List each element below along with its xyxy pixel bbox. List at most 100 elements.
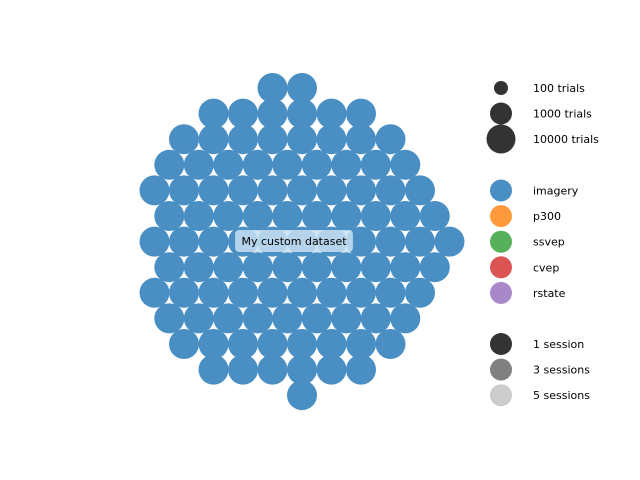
dataset-dot bbox=[198, 329, 229, 359]
dataset-dot bbox=[257, 277, 288, 308]
legend-label-paradigm: p300 bbox=[533, 210, 561, 223]
dataset-dot bbox=[228, 98, 258, 129]
legend-label-session: 1 session bbox=[533, 338, 584, 351]
dataset-dot bbox=[242, 149, 273, 180]
dataset-dot bbox=[405, 277, 435, 308]
dataset-dot bbox=[287, 329, 317, 359]
legend-label-paradigm: ssvep bbox=[533, 236, 565, 249]
dataset-dot bbox=[198, 354, 229, 385]
dataset-dot bbox=[287, 73, 317, 103]
dataset-dot bbox=[169, 175, 199, 206]
dataset-dot bbox=[228, 329, 258, 359]
dataset-label-group: My custom dataset bbox=[235, 230, 353, 252]
dataset-dot bbox=[198, 124, 229, 155]
dataset-dot bbox=[169, 226, 199, 257]
dataset-dot bbox=[331, 252, 362, 283]
legend-marker-paradigm bbox=[490, 205, 512, 228]
dataset-dot bbox=[346, 226, 376, 257]
legend-label-paradigm: rstate bbox=[533, 287, 566, 300]
legend-label-paradigm: imagery bbox=[533, 185, 579, 198]
dataset-dot bbox=[346, 277, 376, 308]
dataset-dot bbox=[213, 252, 244, 283]
dataset-dot bbox=[301, 201, 332, 231]
dataset-dot bbox=[183, 149, 214, 180]
dataset-dot bbox=[257, 73, 288, 103]
dataset-dot bbox=[139, 226, 170, 257]
legend-marker-size bbox=[486, 124, 516, 154]
legend-label-size: 100 trials bbox=[533, 82, 585, 95]
dataset-dot bbox=[346, 175, 376, 206]
dataset-dot bbox=[183, 252, 214, 283]
dataset-dot bbox=[316, 98, 347, 129]
legend-marker-session bbox=[490, 384, 512, 407]
dataset-dot bbox=[301, 303, 332, 334]
dataset-dot bbox=[287, 124, 317, 155]
dataset-dot bbox=[419, 201, 450, 231]
dataset-dot bbox=[154, 252, 185, 283]
dataset-dot bbox=[375, 175, 406, 206]
dataset-dot bbox=[375, 124, 406, 155]
legend-marker-paradigm bbox=[490, 179, 512, 202]
dataset-dot bbox=[405, 175, 435, 206]
dataset-dot bbox=[257, 175, 288, 206]
dataset-dot bbox=[390, 149, 421, 180]
dataset-dot bbox=[331, 201, 362, 231]
dataset-dot bbox=[346, 98, 376, 129]
dataset-dot bbox=[375, 277, 406, 308]
dataset-dots bbox=[139, 73, 465, 411]
dataset-label-box bbox=[235, 230, 353, 252]
dataset-label: My custom dataset bbox=[241, 235, 347, 248]
dataset-dot bbox=[360, 303, 391, 334]
dataset-dot bbox=[287, 98, 317, 129]
dataset-dot bbox=[228, 354, 258, 385]
dataset-dot bbox=[198, 98, 229, 129]
dataset-dot bbox=[169, 277, 199, 308]
dataset-dot bbox=[375, 329, 406, 359]
dataset-dot bbox=[154, 303, 185, 334]
dataset-dot bbox=[390, 252, 421, 283]
dataset-dot bbox=[154, 201, 185, 231]
legend-marker-paradigm bbox=[490, 281, 512, 304]
dataset-dot bbox=[419, 252, 450, 283]
dataset-dot bbox=[242, 252, 273, 283]
dataset-dot bbox=[228, 124, 258, 155]
dataset-dot bbox=[287, 354, 317, 385]
dataset-dot bbox=[257, 329, 288, 359]
dataset-dot bbox=[183, 303, 214, 334]
dataset-dot bbox=[213, 201, 244, 231]
dataset-dot bbox=[375, 226, 406, 257]
legend-marker-paradigm bbox=[490, 256, 512, 279]
dataset-dot bbox=[390, 201, 421, 231]
dataset-dot bbox=[198, 277, 229, 308]
legend-label-paradigm: cvep bbox=[533, 261, 559, 274]
dataset-dot bbox=[316, 175, 347, 206]
legend-label-size: 10000 trials bbox=[533, 133, 599, 146]
dataset-dot bbox=[154, 149, 185, 180]
dataset-dot bbox=[272, 303, 303, 334]
legend-label-session: 5 sessions bbox=[533, 389, 590, 402]
dataset-dot bbox=[434, 226, 465, 257]
dataset-dot bbox=[287, 277, 317, 308]
dataset-dot bbox=[183, 201, 214, 231]
legend-marker-size bbox=[490, 102, 512, 125]
dataset-dot bbox=[390, 303, 421, 334]
dataset-dot bbox=[198, 226, 229, 257]
dataset-dot bbox=[301, 149, 332, 180]
dataset-dot bbox=[139, 175, 170, 206]
legend-marker-session bbox=[490, 358, 512, 381]
dataset-dot bbox=[242, 201, 273, 231]
dataset-dot bbox=[272, 149, 303, 180]
legend-marker-paradigm bbox=[490, 230, 512, 253]
dataset-dot bbox=[301, 252, 332, 283]
dataset-dot bbox=[316, 277, 347, 308]
legend-marker-session bbox=[490, 333, 512, 355]
dataset-dot bbox=[228, 175, 258, 206]
dataset-dot bbox=[346, 329, 376, 359]
dataset-dot bbox=[257, 98, 288, 129]
dataset-dot bbox=[360, 201, 391, 231]
legend: 100 trials 1000 trials 10000 trials imagery… bbox=[486, 81, 599, 407]
dataset-dot bbox=[272, 252, 303, 283]
dataset-dot bbox=[257, 124, 288, 155]
dataset-dot bbox=[360, 149, 391, 180]
